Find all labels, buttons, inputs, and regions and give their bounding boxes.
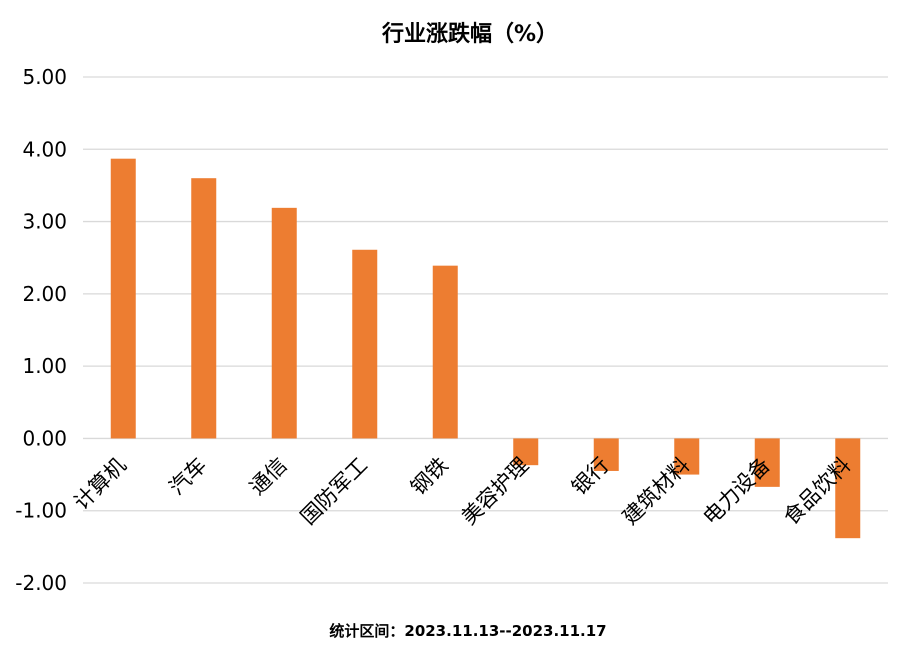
x-axis-labels: 计算机 汽车 通信 国防军工 钢铁 美容护理 银行 建筑材料 电力设备 食品饮料 bbox=[69, 453, 855, 529]
x-category-label: 电力设备 bbox=[698, 453, 774, 529]
chart-title: 行业涨跌幅（%） bbox=[381, 21, 558, 47]
y-tick-label: 5.00 bbox=[22, 65, 67, 89]
y-tick-label: 3.00 bbox=[22, 210, 67, 234]
bar-5 bbox=[513, 438, 539, 466]
y-tick-label: 1.00 bbox=[22, 354, 67, 378]
y-tick-label: -2.00 bbox=[15, 571, 67, 595]
bar-0 bbox=[110, 158, 136, 439]
x-category-label: 建筑材料 bbox=[618, 453, 694, 529]
y-tick-label: 2.00 bbox=[22, 282, 67, 306]
gridlines bbox=[83, 76, 888, 584]
bars bbox=[110, 158, 861, 539]
bar-8 bbox=[754, 438, 780, 487]
x-category-label: 汽车 bbox=[165, 453, 212, 500]
x-category-label: 通信 bbox=[245, 453, 292, 500]
bar-6 bbox=[593, 438, 619, 471]
bar-7 bbox=[674, 438, 700, 475]
y-tick-label: 0.00 bbox=[22, 426, 67, 450]
bar-2 bbox=[271, 207, 297, 439]
y-tick-label: -1.00 bbox=[15, 499, 67, 523]
y-axis-ticks: 5.00 4.00 3.00 2.00 1.00 0.00 -1.00 -2.00 bbox=[15, 65, 67, 595]
x-category-label: 美容护理 bbox=[457, 453, 533, 529]
bar-1 bbox=[191, 178, 217, 439]
chart-footer: 统计区间：2023.11.13--2023.11.17 bbox=[329, 622, 606, 640]
x-category-label: 钢铁 bbox=[406, 453, 453, 500]
x-category-label: 计算机 bbox=[69, 453, 131, 515]
bar-4 bbox=[432, 265, 458, 439]
bar-9 bbox=[835, 438, 861, 539]
y-tick-label: 4.00 bbox=[22, 137, 67, 161]
bar-3 bbox=[352, 249, 378, 439]
x-category-label: 国防军工 bbox=[296, 453, 372, 529]
